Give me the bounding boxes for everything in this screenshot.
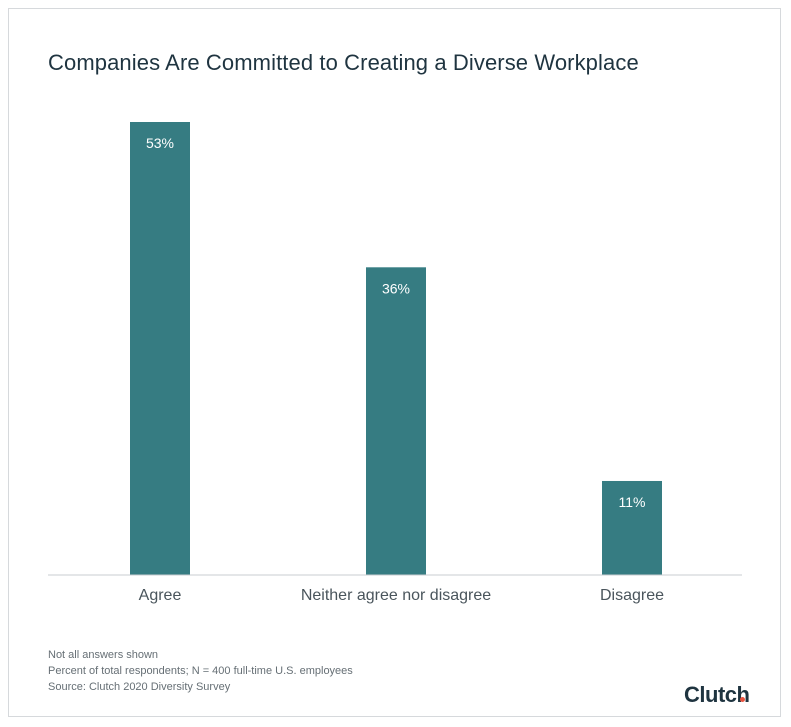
logo-accent-dot xyxy=(740,697,745,702)
footnote-answers: Not all answers shown xyxy=(48,649,159,661)
chart-title: Companies Are Committed to Creating a Di… xyxy=(48,50,639,75)
data-label: 36% xyxy=(382,280,410,296)
footnotes: Not all answers shown Percent of total r… xyxy=(48,647,353,695)
x-tick-label: Agree xyxy=(139,587,182,604)
x-tick-label: Neither agree nor disagree xyxy=(301,587,491,604)
footnote-source: Source: Clutch 2020 Diversity Survey xyxy=(48,681,231,693)
data-label: 53% xyxy=(146,135,174,151)
bar-neither-agree-nor-disagree xyxy=(366,267,426,575)
x-tick-label: Disagree xyxy=(600,587,664,604)
bar-agree xyxy=(130,122,190,575)
clutch-logo: Clutch xyxy=(684,682,750,707)
bar-disagree xyxy=(602,480,662,575)
footnote-respondents: Percent of total respondents; N = 400 fu… xyxy=(48,665,353,677)
data-label: 11% xyxy=(619,494,646,510)
